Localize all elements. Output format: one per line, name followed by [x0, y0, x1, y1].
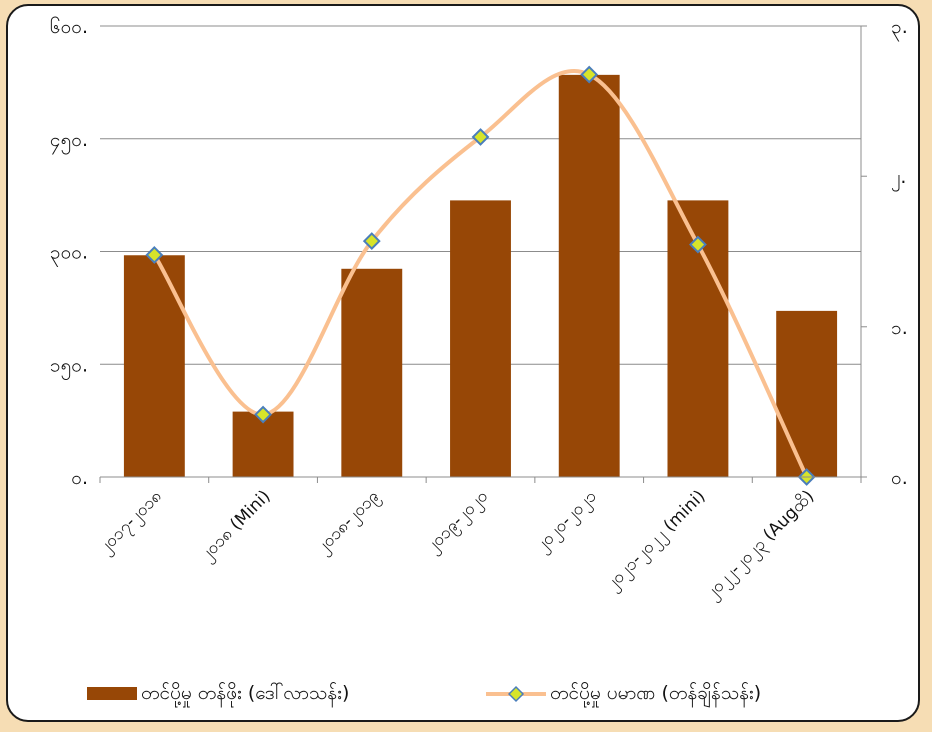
bar: [123, 255, 185, 477]
right-tick-label: ၃.: [891, 16, 908, 42]
legend: တင်ပို့မှု တန်ဖိုး (ဒေါ်လာသန်း) တင်ပို့မှ…: [87, 681, 761, 708]
legend-line-marker: [507, 685, 525, 703]
bar: [341, 268, 403, 477]
legend-label: တင်ပို့မှု တန်ဖိုး (ဒေါ်လာသန်း): [141, 681, 349, 708]
category-label: ၂၀၁၈-၂၀၁၉: [312, 486, 385, 559]
left-tick-label: ၀.: [71, 467, 88, 489]
line-point: [362, 232, 381, 251]
left-tick-label: ၆၀၀.: [50, 15, 88, 38]
line-point: [145, 246, 164, 264]
chart-frame: ၀. ၁၅၀. ၃၀၀. ၄၅၀. ၆၀၀. ၀. ၁. ၂. ၃. ၂၀၁၇-၂၀၁၈ ၂၀၁…: [6, 4, 920, 722]
category-label: ၂၀၁၇-၂၀၁၈: [95, 486, 168, 559]
right-tick-label: ၀.: [891, 467, 908, 489]
category-label: ၂၀၁၉-၂၀၂၀: [422, 486, 494, 558]
line-point: [254, 405, 272, 424]
left-tick-label: ၄၅၀.: [50, 129, 88, 155]
right-tick-label: ၁.: [891, 317, 908, 339]
left-axis-ticks: ၀. ၁၅၀. ၃၀၀. ၄၅၀. ၆၀၀.: [50, 15, 88, 489]
category-label: ၂၀၂၂-၂၀၂၃ (Augထိ): [702, 486, 821, 605]
bar: [776, 310, 838, 477]
bar: [450, 200, 511, 478]
bar: [558, 74, 620, 477]
category-label: ၂၀၁၈ (Mini): [196, 486, 276, 566]
right-tick-label: ၂.: [891, 166, 906, 192]
line-series: [145, 65, 816, 486]
category-label: ၂၀၂၁-၂၀၂၂ (mini): [602, 486, 712, 596]
category-labels: ၂၀၁၇-၂၀၁၈ ၂၀၁၈ (Mini) ၂၀၁၈-၂၀၁၉ ၂၀၁၉-၂၀၂၀ ၂၀…: [95, 486, 820, 605]
category-label: ၂၀၂၀-၂၀၂၁: [532, 486, 603, 557]
line-point: [471, 128, 490, 146]
line-point: [580, 65, 599, 84]
axes: [99, 25, 867, 483]
bar-series: [123, 74, 838, 478]
left-tick-label: ၃၀၀.: [50, 242, 88, 268]
legend-bar-swatch: [87, 687, 137, 700]
right-axis-ticks: ၀. ၁. ၂. ၃.: [891, 16, 908, 489]
left-tick-label: ၁၅၀.: [50, 354, 88, 380]
legend-label: တင်ပို့မှု ပမာဏ (တန်ချိန်သန်း): [550, 681, 761, 708]
line-point: [689, 235, 707, 254]
chart: ၀.၁၅၀.၃၀၀.၄၅၀.၆၀၀. ၀.၁.၂.၃. ၂၀၁၇-၂၀၁၈ ၂၀၁…: [50, 15, 908, 708]
